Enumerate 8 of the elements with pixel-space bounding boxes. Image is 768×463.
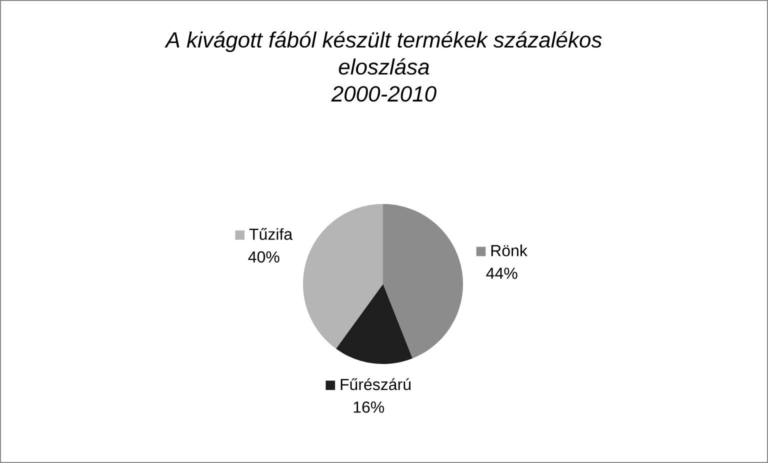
chart-subtitle: 2000-2010 — [331, 86, 436, 102]
legend-label: Fűrészárú — [340, 378, 411, 390]
data-label: 40% — [248, 251, 280, 263]
legend-label: Rönk — [491, 244, 528, 256]
chart-title: A kivágott fából készült termékek százalékos eloszlása — [164, 31, 602, 75]
legend-label: Tűzifa — [249, 228, 293, 240]
data-label: 16% — [354, 401, 384, 413]
data-label: 44% — [486, 268, 518, 279]
